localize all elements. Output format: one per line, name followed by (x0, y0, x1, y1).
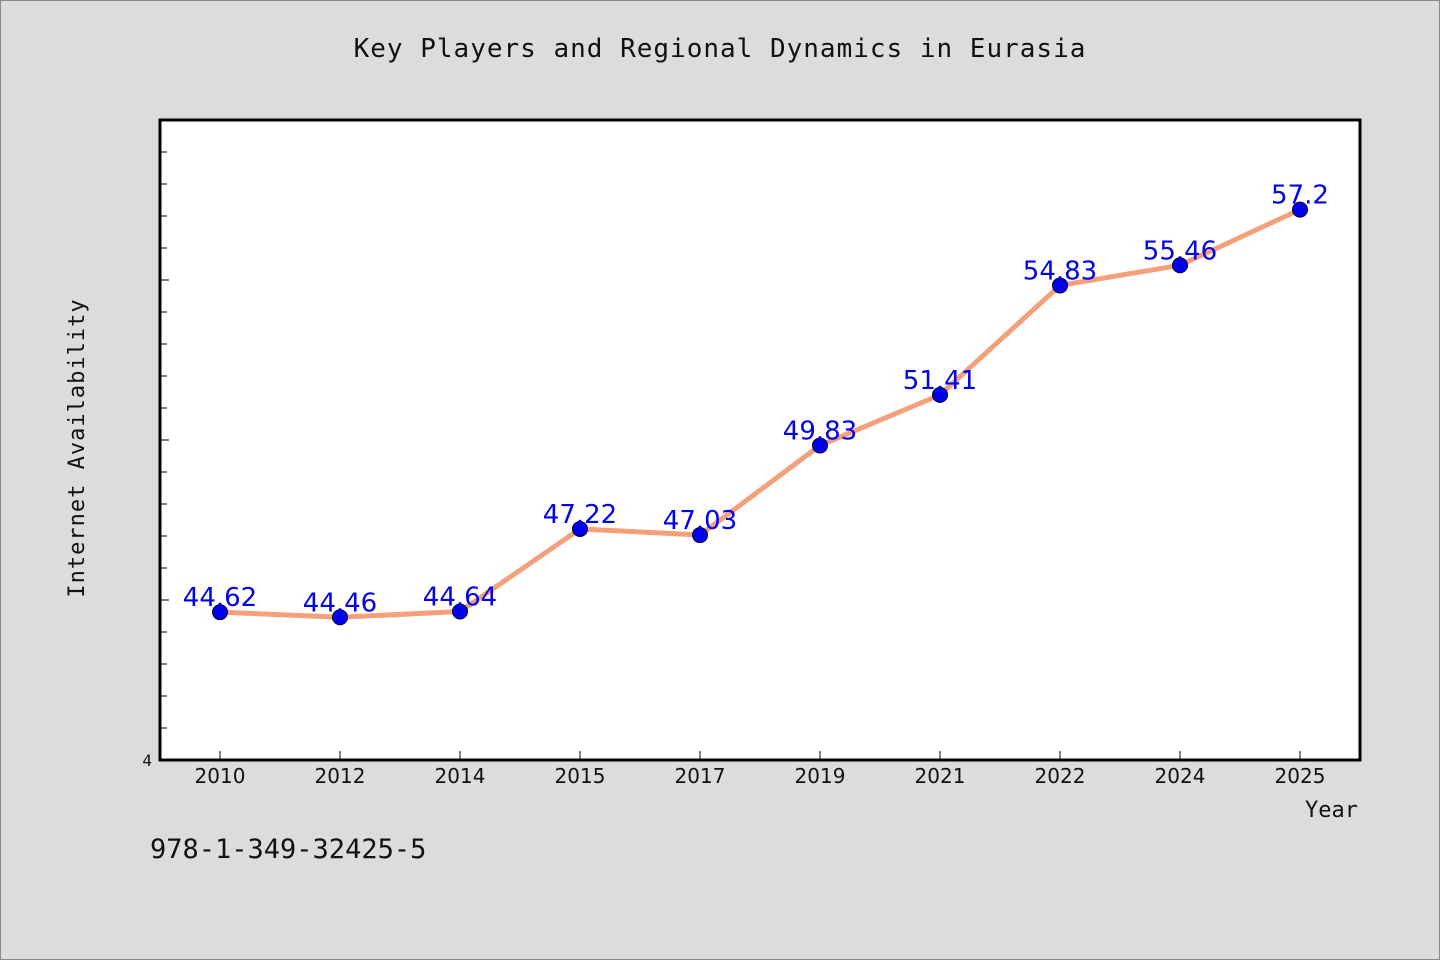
data-point (932, 386, 948, 403)
plot-area (158, 118, 1362, 762)
x-tick-label: 2025 (1275, 764, 1326, 788)
data-point (1292, 201, 1308, 218)
x-tick-label: 2017 (675, 764, 726, 788)
data-point (812, 437, 828, 454)
data-label: 54.83 (1023, 256, 1097, 286)
x-tick-label: 2024 (1155, 764, 1206, 788)
x-tick-label: 2021 (915, 764, 966, 788)
series-lines (217, 207, 1303, 620)
data-point (332, 609, 348, 626)
data-label: 51.41 (903, 366, 977, 396)
x-tick-label: 2019 (795, 764, 846, 788)
data-label: 44.64 (423, 583, 497, 613)
x-tick-label: 2015 (555, 764, 606, 788)
x-tick-label: 2010 (195, 764, 246, 788)
data-point (692, 527, 708, 544)
data-label: 47.03 (663, 506, 737, 536)
data-label: 57.2 (1271, 181, 1329, 211)
data-labels: 44.62 44.46 44.64 47.22 47.03 49.83 51.41 54.83… (183, 181, 1329, 619)
data-label: 47.22 (543, 500, 617, 530)
data-label: 44.46 (303, 588, 377, 618)
x-tick-label: 2012 (315, 764, 366, 788)
series-line (217, 207, 1303, 620)
series-points (212, 201, 1308, 626)
isbn-text: 978-1-349-32425-5 (150, 834, 427, 865)
x-tick-label: 2014 (435, 764, 486, 788)
y-tick-label: 4 (142, 751, 152, 770)
data-point (212, 604, 228, 621)
data-point (1052, 277, 1068, 294)
chart-title: Key Players and Regional Dynamics in Eur… (353, 34, 1087, 64)
x-axis-label: Year (1305, 798, 1358, 823)
data-point (572, 520, 588, 537)
data-point (1172, 257, 1188, 274)
x-axis-ticks (219, 751, 1301, 760)
y-axis-tick-labels: 4 (142, 751, 152, 770)
data-point (452, 603, 468, 620)
data-label: 49.83 (783, 416, 857, 446)
x-tick-label: 2022 (1035, 764, 1086, 788)
x-axis-tick-labels: 2010 2012 2014 2015 2017 2019 2021 2022 2024 2025 (195, 764, 1326, 788)
y-axis-label: Internet Availability (65, 298, 90, 597)
data-label: 55.46 (1143, 236, 1217, 266)
data-label: 44.62 (183, 583, 257, 613)
y-axis-ticks (160, 151, 169, 729)
